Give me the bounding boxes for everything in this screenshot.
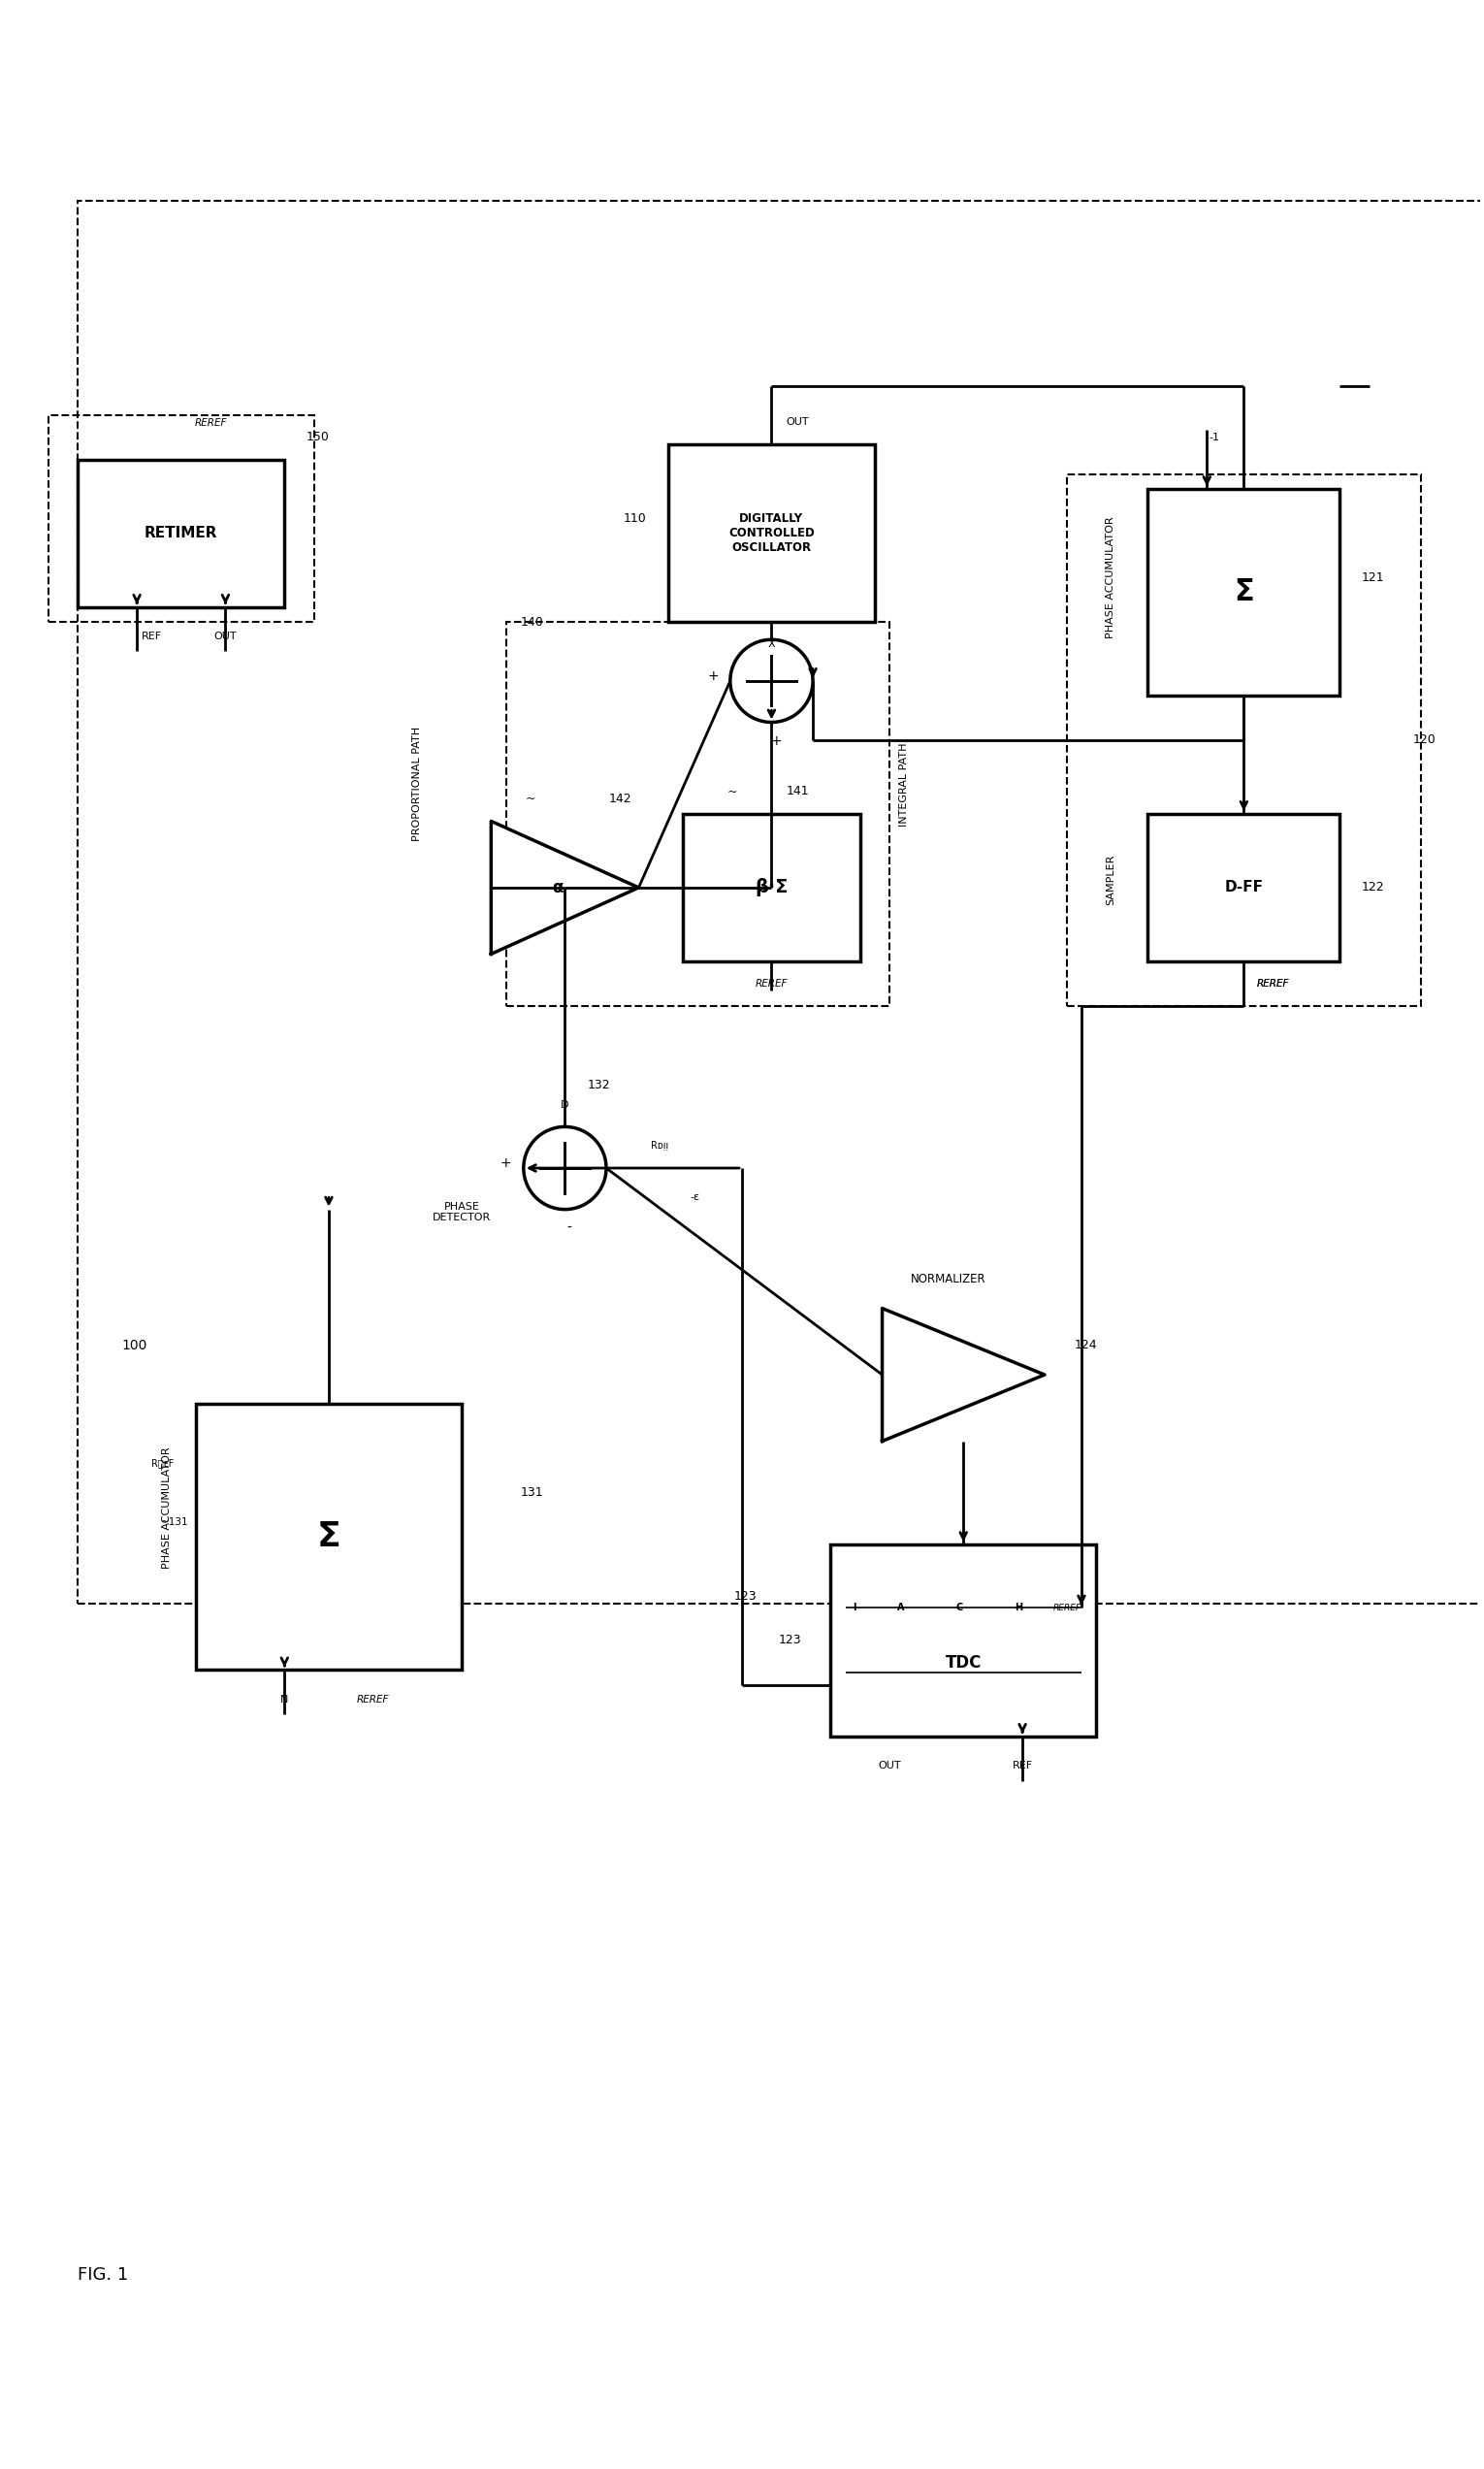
Text: 140: 140 [521,615,543,627]
Text: INTEGRAL PATH: INTEGRAL PATH [899,743,910,827]
Text: 123: 123 [735,1590,757,1602]
Text: OUT: OUT [214,632,237,642]
Bar [831,1546,1097,1736]
Bar [683,815,861,960]
Text: N: N [280,1694,288,1704]
Text: +: + [770,733,782,748]
Text: H: H [1015,1602,1022,1612]
Text: TDC: TDC [945,1654,981,1672]
Text: 122: 122 [1362,881,1385,894]
Text: A: A [896,1602,904,1612]
Text: REF: REF [1012,1760,1033,1770]
Text: 141: 141 [787,785,809,797]
Text: REREF: REREF [356,1694,389,1704]
Text: D: D [561,1099,568,1109]
Text: REREF: REREF [1054,1605,1082,1612]
Text: OUT: OUT [787,417,809,427]
Text: 142: 142 [608,793,632,805]
Text: FIG. 1: FIG. 1 [77,2267,129,2284]
Text: ~: ~ [525,793,536,805]
Bar [506,622,889,1005]
Bar [668,444,876,622]
Text: 120: 120 [1413,733,1435,746]
Text: D-FF: D-FF [1224,881,1263,894]
Text: 100: 100 [122,1338,148,1353]
Bar [49,415,315,622]
Bar [1067,474,1420,1005]
Text: REF: REF [141,632,162,642]
Text: NORMALIZER: NORMALIZER [911,1272,987,1284]
Circle shape [524,1126,607,1210]
Text: Σ: Σ [1233,578,1254,607]
Text: Σ: Σ [316,1521,341,1553]
Text: SAMPLER: SAMPLER [1106,854,1116,906]
Bar [77,459,285,607]
Text: Rᴅᴉᴉ: Rᴅᴉᴉ [650,1141,668,1151]
Text: REREF: REREF [755,978,788,988]
Circle shape [730,639,813,723]
Text: DIGITALLY
CONTROLLED
OSCILLATOR: DIGITALLY CONTROLLED OSCILLATOR [729,514,815,553]
Bar [1149,489,1340,696]
Text: PROPORTIONAL PATH: PROPORTIONAL PATH [413,726,421,842]
Text: α: α [552,879,562,896]
Text: 110: 110 [623,511,646,526]
Text: 131: 131 [521,1486,543,1499]
Text: ~131: ~131 [160,1518,188,1528]
Text: ~: ~ [727,785,738,797]
Text: RETIMER: RETIMER [144,526,218,541]
Polygon shape [491,822,638,953]
Text: PHASE ACCUMULATOR: PHASE ACCUMULATOR [1106,516,1116,639]
Bar [77,200,1484,1602]
Polygon shape [881,1309,1045,1442]
Text: 132: 132 [588,1079,610,1091]
Text: 150: 150 [307,432,329,444]
Text: 121: 121 [1362,570,1385,583]
Text: REREF: REREF [194,417,227,427]
Text: X: X [767,639,775,649]
Bar [196,1405,462,1669]
Text: 123: 123 [778,1634,801,1647]
Text: -ε: -ε [690,1193,699,1202]
Text: REREF: REREF [1257,978,1290,988]
Text: OUT: OUT [879,1760,901,1770]
Text: REREF: REREF [1257,978,1290,988]
Text: +: + [500,1158,512,1170]
Text: +: + [706,669,718,684]
Bar [1149,815,1340,960]
Text: I: I [853,1602,856,1612]
Text: -: - [567,1222,571,1234]
Text: -1: -1 [1209,432,1220,442]
Text: PHASE ACCUMULATOR: PHASE ACCUMULATOR [162,1447,171,1568]
Text: β·Σ: β·Σ [755,879,788,896]
Text: 124: 124 [1074,1338,1097,1351]
Text: C: C [956,1602,963,1612]
Text: RᴥᴇF: RᴥᴇF [151,1459,174,1469]
Text: PHASE
DETECTOR: PHASE DETECTOR [432,1202,491,1222]
